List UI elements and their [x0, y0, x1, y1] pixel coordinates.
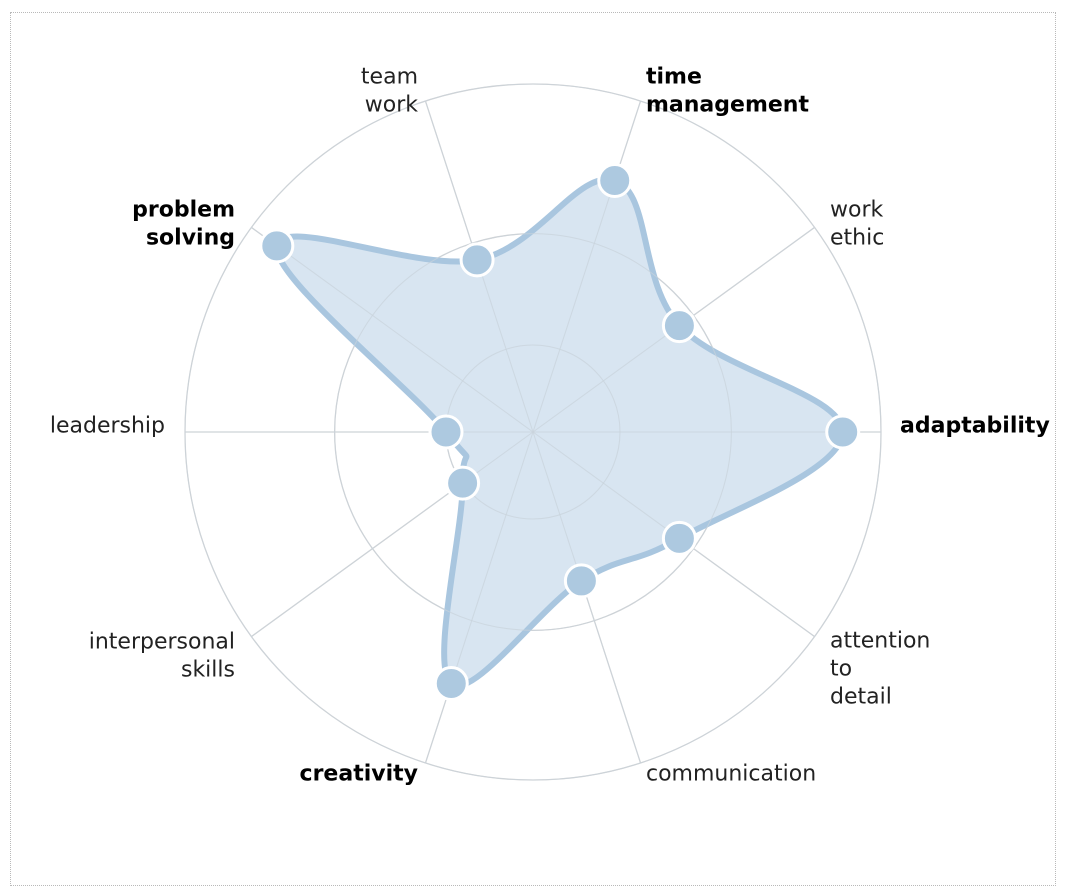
- axis-label-line: adaptability: [900, 414, 1050, 439]
- data-point-leadership[interactable]: [428, 414, 464, 450]
- axis-label-time-management: time management: [646, 65, 809, 118]
- axis-label-adaptability: adaptability: [900, 414, 1050, 439]
- axis-label-line: interpersonal: [89, 630, 235, 655]
- axis-spoke-overlay: [532, 100, 642, 433]
- data-point-work-ethic[interactable]: [661, 308, 697, 344]
- axis-label-line: skills: [181, 658, 235, 683]
- axis-label-line: detail: [830, 685, 892, 710]
- series-points: [259, 162, 861, 702]
- axis-label-line: creativity: [300, 762, 418, 787]
- axis-label-interpersonal-skills: interpersonal skills: [89, 630, 235, 683]
- axis-spoke-overlay: [251, 431, 534, 637]
- axis-label-line: attention: [830, 629, 930, 654]
- data-point-time-management[interactable]: [597, 162, 633, 198]
- axis-spoke-overlay: [251, 227, 534, 433]
- axis-label-team-work: team work: [361, 65, 418, 118]
- axis-spoke-overlay: [424, 431, 534, 764]
- grid-ring-overlay: [184, 83, 882, 781]
- data-point-interpersonal-skills[interactable]: [445, 465, 481, 501]
- axis-label-work-ethic: work ethic: [830, 198, 884, 251]
- data-point-creativity[interactable]: [433, 666, 469, 702]
- axis-label-attention-to-detail: attention to detail: [830, 629, 930, 710]
- axis-label-line: team: [361, 65, 418, 90]
- axis-label-line: time: [646, 65, 702, 90]
- data-point-adaptability[interactable]: [825, 414, 861, 450]
- axis-label-line: work: [830, 198, 883, 223]
- axis-label-line: management: [646, 93, 809, 118]
- axis-label-communication: communication: [646, 762, 816, 787]
- axis-label-line: ethic: [830, 226, 884, 251]
- axis-label-problem-solving: problem solving: [132, 198, 235, 251]
- axis-label-line: leadership: [50, 414, 165, 439]
- data-point-problem-solving[interactable]: [259, 228, 295, 264]
- axis-label-creativity: creativity: [300, 762, 418, 787]
- axis-label-line: solving: [146, 226, 235, 251]
- data-point-communication[interactable]: [563, 563, 599, 599]
- axis-labels: time management work ethic adaptability atten…: [50, 65, 1050, 787]
- axis-label-line: work: [365, 93, 418, 118]
- axis-label-leadership: leadership: [50, 414, 165, 439]
- series-area: [184, 83, 882, 781]
- grid-ring-overlay: [334, 233, 732, 631]
- axis-label-line: problem: [132, 198, 235, 223]
- axis-label-line: communication: [646, 762, 816, 787]
- data-point-attention-to-detail[interactable]: [661, 520, 697, 556]
- data-point-team-work[interactable]: [459, 242, 495, 278]
- axis-label-line: to: [830, 657, 852, 682]
- chart-frame: [10, 12, 1056, 886]
